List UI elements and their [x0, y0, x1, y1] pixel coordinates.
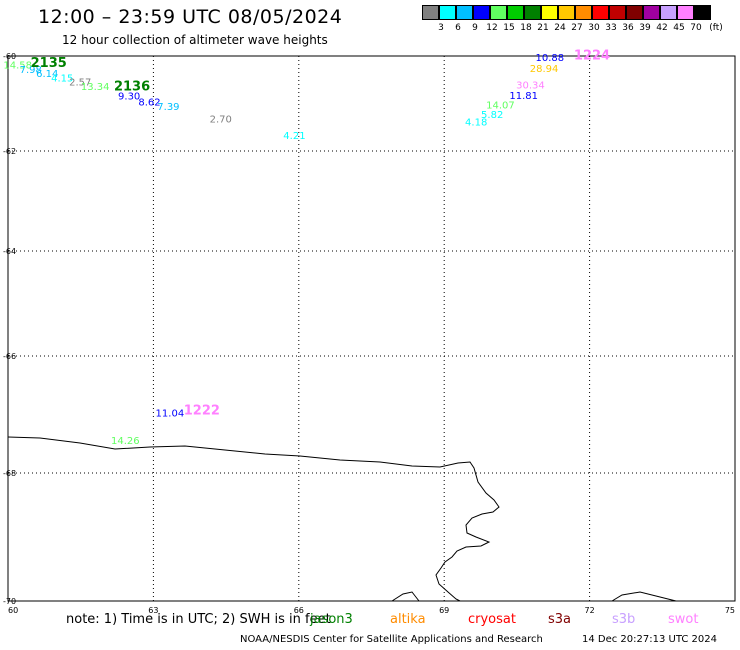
- legend-label: 33: [605, 23, 617, 33]
- latitude-label: -66: [3, 352, 16, 361]
- wave-height-label: 7.98: [20, 65, 42, 76]
- legend-label: 21: [537, 23, 549, 33]
- wave-height-label: 10.88: [536, 53, 565, 64]
- latitude-label: -68: [3, 469, 16, 478]
- legend-label: 15: [503, 23, 515, 33]
- legend-label: 18: [520, 23, 532, 33]
- legend-swatch: [643, 5, 660, 20]
- wave-height-label: 30.34: [516, 80, 545, 91]
- longitude-label: 66: [294, 606, 304, 615]
- wave-height-label: 2.57: [69, 77, 91, 88]
- wave-height-label: 2.70: [210, 115, 232, 126]
- wave-height-label: 4.21: [283, 131, 305, 142]
- satellite-label-altika: altika: [390, 612, 426, 627]
- legend-swatch: [439, 5, 456, 20]
- longitude-label: 75: [725, 606, 735, 615]
- satellite-label-s3b: s3b: [612, 612, 636, 627]
- wave-height-label: 4.18: [465, 117, 487, 128]
- legend-label: 45: [673, 23, 685, 33]
- legend-swatch: [541, 5, 558, 20]
- credit-line: NOAA/NESDIS Center for Satellite Applica…: [240, 634, 543, 645]
- pass-time-label: 2135: [31, 56, 67, 71]
- legend-swatch: [558, 5, 575, 20]
- wave-height-label: 14.07: [486, 100, 515, 111]
- wave-height-label: 14.58: [3, 60, 32, 71]
- wave-height-label: 4.15: [51, 74, 73, 85]
- units-note: note: 1) Time is in UTC; 2) SWH is in fe…: [66, 612, 331, 627]
- latitude-label: -60: [3, 52, 16, 61]
- legend-swatch: [524, 5, 541, 20]
- legend-label: 39: [639, 23, 651, 33]
- legend-label: 36: [622, 23, 634, 33]
- legend-swatch: [490, 5, 507, 20]
- pass-time-labels: 2135 2136 1224 1222: [31, 48, 610, 418]
- legend-swatch: [592, 5, 609, 20]
- legend-swatch: [456, 5, 473, 20]
- legend-label: 30: [588, 23, 600, 33]
- legend-label: 24: [554, 23, 566, 33]
- wave-height-label: 6.14: [36, 69, 58, 80]
- wave-height-label: 13.34: [81, 82, 110, 93]
- wave-height-label: 11.81: [509, 91, 538, 102]
- antarctic-coastline-east: [611, 591, 677, 602]
- legend-swatch: [575, 5, 592, 20]
- page-title: 12:00 – 23:59 UTC 08/05/2024: [38, 6, 343, 28]
- wave-height-label: 5.82: [481, 110, 503, 121]
- satellite-label-jason3: jason3: [310, 612, 353, 627]
- pass-time-label: 2136: [114, 80, 150, 95]
- pass-time-label: 1224: [574, 48, 610, 63]
- wave-height-label: 14.26: [111, 436, 140, 447]
- satellite-label-s3a: s3a: [548, 612, 572, 627]
- antarctic-coastline-bay: [391, 591, 420, 602]
- legend-swatch: [677, 5, 694, 20]
- legend-label: 42: [656, 23, 668, 33]
- longitude-label: 72: [585, 606, 595, 615]
- latitude-label: -64: [3, 247, 16, 256]
- legend-swatch: [694, 5, 711, 20]
- legend-label: 70: [690, 23, 702, 33]
- pass-time-label: 1222: [184, 404, 220, 419]
- wave-height-label: 8.62: [138, 97, 160, 108]
- wave-height-label: 9.30: [118, 92, 140, 103]
- legend-label: 27: [571, 23, 583, 33]
- legend-label: 3: [438, 23, 444, 33]
- longitude-label: 60: [8, 606, 18, 615]
- legend-label: 12: [486, 23, 498, 33]
- latitude-label: -70: [3, 597, 16, 606]
- legend-label: 9: [472, 23, 478, 33]
- longitude-label: 63: [148, 606, 158, 615]
- satellite-label-swot: swot: [668, 612, 699, 627]
- legend-swatch: [609, 5, 626, 20]
- satellite-label-cryosat: cryosat: [468, 612, 516, 627]
- legend-swatch: [660, 5, 677, 20]
- antarctic-coastline: [7, 436, 500, 602]
- legend-swatch: [507, 5, 524, 20]
- generated-timestamp: 14 Dec 20:27:13 UTC 2024: [582, 634, 717, 645]
- latitude-label: -62: [3, 147, 16, 156]
- wave-height-label: 28.94: [530, 64, 559, 75]
- legend-swatch: [473, 5, 490, 20]
- legend-label: 6: [455, 23, 461, 33]
- wave-height-label: 11.04: [156, 408, 185, 419]
- longitude-label: 69: [439, 606, 449, 615]
- page-subtitle: 12 hour collection of altimeter wave hei…: [62, 33, 328, 47]
- legend-swatch: [422, 5, 439, 20]
- legend-swatch: [626, 5, 643, 20]
- legend-unit: (ft): [709, 23, 723, 33]
- wave-height-label: 7.39: [157, 102, 179, 113]
- map-frame: [7, 55, 736, 602]
